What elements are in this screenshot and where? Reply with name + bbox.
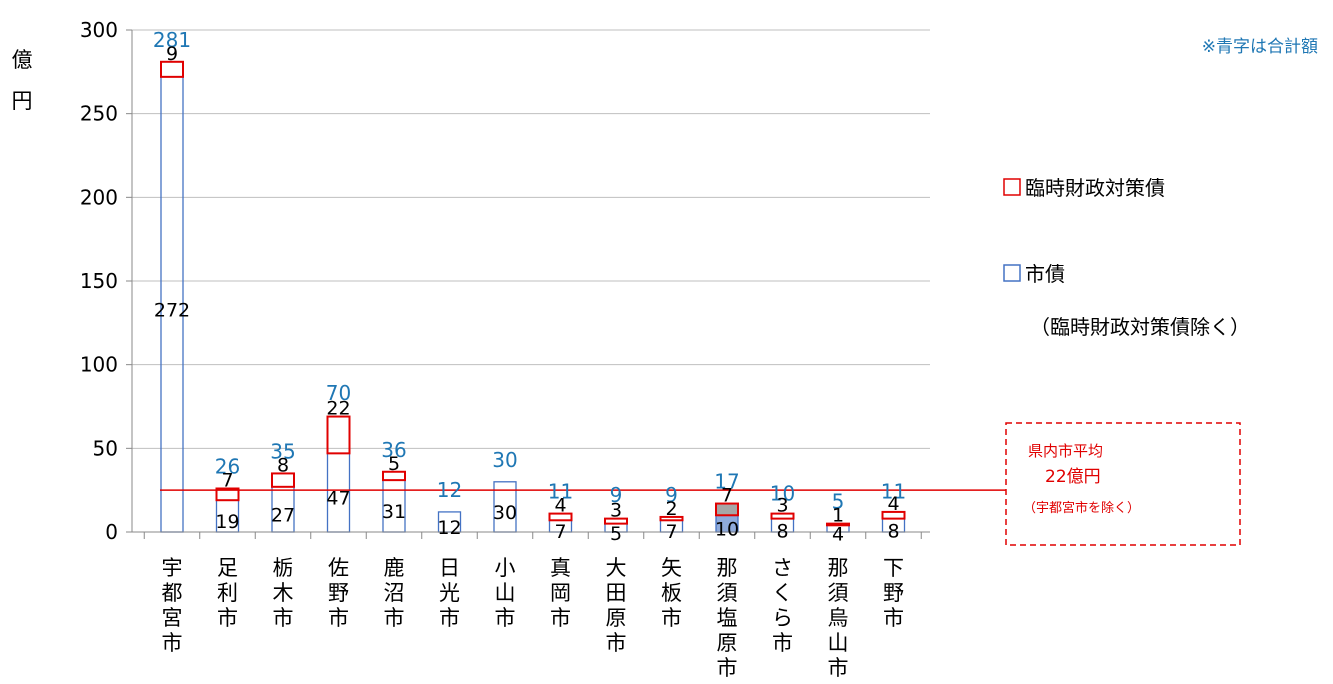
total-label: 30	[492, 448, 517, 472]
category-label: 栃木市	[273, 556, 294, 630]
value-label-rinji: 22	[326, 398, 350, 420]
average-note: （宇都宮市を除く）	[1023, 500, 1140, 516]
value-label-shisai: 27	[271, 504, 295, 526]
value-label-rinji: 7	[221, 469, 233, 491]
average-annotation: 県内市平均 22億円 （宇都宮市を除く）	[1006, 423, 1240, 545]
value-label-rinji: 2	[665, 498, 677, 520]
total-label: 12	[437, 478, 462, 502]
value-label-rinji: 1	[832, 505, 844, 527]
value-label-rinji: 5	[388, 453, 400, 475]
legend-swatch-shisai	[1004, 265, 1020, 281]
value-label-shisai: 30	[493, 502, 517, 524]
category-label: 真岡市	[550, 556, 571, 630]
legend: 臨時財政対策債 市債 （臨時財政対策債除く）	[1004, 176, 1250, 339]
category-label: 鹿沼市	[384, 556, 405, 630]
category-label: 那須塩原市	[717, 556, 738, 680]
value-label-shisai: 5	[610, 523, 622, 545]
legend-label-rinji: 臨時財政対策債	[1025, 176, 1165, 200]
y-tick-label: 0	[105, 520, 118, 544]
category-label: 下野市	[883, 556, 904, 630]
value-label-rinji: 3	[610, 500, 622, 522]
category-label: 大田原市	[606, 556, 627, 655]
category-label: 小山市	[495, 556, 516, 630]
value-label-shisai: 4	[832, 524, 844, 546]
value-label-shisai: 8	[887, 520, 899, 542]
value-label-rinji: 8	[277, 454, 289, 476]
category-label: 足利市	[217, 556, 238, 630]
y-tick-label: 300	[80, 18, 118, 42]
category-label: 宇都宮市	[162, 556, 183, 655]
y-tick-label: 150	[80, 269, 118, 293]
axes: 0 50 100 150 200 250 300 宇都宮市 足利市 栃木市 佐野市 鹿沼市 日光市 小山市…	[80, 18, 1006, 680]
category-label: 佐野市	[328, 556, 349, 630]
value-label-shisai: 12	[437, 517, 461, 539]
legend-swatch-rinji	[1004, 179, 1020, 195]
data-labels: 2812729261973527870472236315121230301174…	[153, 28, 906, 546]
value-label-rinji: 9	[166, 43, 178, 65]
y-unit-char-2: 円	[12, 89, 33, 113]
value-label-shisai: 31	[382, 501, 406, 523]
gridlines	[132, 30, 930, 448]
value-label-rinji: 3	[776, 495, 788, 517]
value-label-rinji: 7	[721, 485, 733, 507]
category-label: さくら市	[772, 556, 793, 655]
category-label: 那須烏山市	[828, 556, 849, 680]
y-tick-label: 250	[80, 102, 118, 126]
value-label-shisai: 19	[215, 511, 239, 533]
average-value: 22億円	[1045, 467, 1101, 487]
value-label-shisai: 272	[154, 299, 190, 321]
y-tick-label: 100	[80, 353, 118, 377]
legend-label-shisai: 市債	[1025, 262, 1065, 286]
total-note: ※青字は合計額	[1202, 37, 1318, 57]
legend-sublabel-shisai: （臨時財政対策債除く）	[1030, 315, 1250, 339]
value-label-rinji: 4	[887, 493, 899, 515]
value-label-shisai: 10	[715, 519, 739, 541]
category-label: 日光市	[439, 556, 460, 630]
value-label-shisai: 47	[326, 488, 350, 510]
average-title: 県内市平均	[1028, 442, 1103, 460]
value-label-shisai: 8	[776, 520, 788, 542]
value-label-rinji: 4	[554, 495, 566, 517]
y-tick-label: 200	[80, 185, 118, 209]
category-label: 矢板市	[661, 556, 682, 630]
y-tick-label: 50	[93, 436, 118, 460]
value-label-shisai: 7	[665, 521, 677, 543]
value-label-shisai: 7	[554, 521, 566, 543]
y-unit-char-1: 億	[12, 48, 33, 72]
bar-rinji	[328, 417, 350, 454]
